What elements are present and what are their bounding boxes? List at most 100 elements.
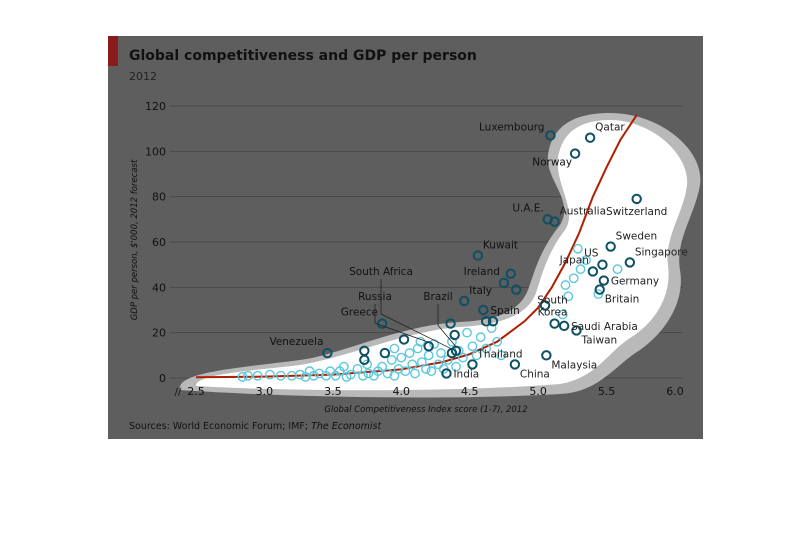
data-point <box>421 364 431 374</box>
data-point <box>581 255 591 266</box>
data-point <box>382 368 393 379</box>
region-white <box>195 120 688 391</box>
data-point <box>304 366 315 377</box>
label-norway: Norway <box>532 157 572 169</box>
label-thailand: Thailand <box>476 348 522 360</box>
point-spain <box>478 304 489 316</box>
data-point <box>415 336 426 347</box>
point-sweden <box>605 241 616 252</box>
point-venezuela <box>322 347 333 359</box>
data-point <box>568 273 579 284</box>
data-point <box>481 343 492 354</box>
y-axis-title: GDP per person, $'000, 2012 forecast <box>130 159 140 320</box>
source-publication: The Economist <box>311 421 382 432</box>
data-point <box>557 309 568 320</box>
data-point <box>243 370 253 381</box>
data-point <box>295 369 305 380</box>
point-us <box>597 259 608 270</box>
point-china <box>509 359 521 370</box>
highlighted-point <box>480 316 492 327</box>
data-point <box>314 368 325 379</box>
label-italy: Italy <box>469 285 492 297</box>
highlighted-point <box>359 354 370 366</box>
data-point <box>563 291 574 302</box>
data-point <box>404 348 415 358</box>
point-switzerland <box>631 193 642 205</box>
source-note: Sources: World Economic Forum; IMF; The … <box>129 421 381 432</box>
data-point <box>496 350 507 361</box>
source-prefix: Sources: World Economic Forum; IMF; <box>129 421 312 432</box>
highlighted-point <box>398 334 410 345</box>
label-south-africa: South Africa <box>349 266 413 278</box>
x-tick-label: 3.5 <box>324 385 342 398</box>
y-tick-label: 60 <box>152 236 166 249</box>
label-germany: Germany <box>611 276 659 288</box>
y-tick-label: 20 <box>152 327 166 340</box>
point-greece <box>376 318 388 329</box>
axes: 0 20 40 60 80 100 120 2.5 3.0 3.5 4.0 4.5 5.0 5.5 6.0 ∕… <box>130 100 684 415</box>
point-taiwan <box>571 325 582 336</box>
data-point <box>407 359 418 370</box>
label-india: India <box>453 368 479 380</box>
label-saudi-arabia: Saudi Arabia <box>571 321 638 333</box>
data-point <box>275 370 286 381</box>
highlighted-point <box>379 347 391 359</box>
label-greece: Greece <box>341 307 378 319</box>
label-qatar: Qatar <box>595 122 625 134</box>
data-point <box>429 339 440 349</box>
data-point <box>410 368 420 379</box>
data-point <box>389 343 400 354</box>
data-point <box>467 341 478 352</box>
data-point <box>426 366 437 377</box>
leader-russia <box>374 304 429 343</box>
data-point <box>237 371 248 382</box>
label-australia: Australia <box>560 206 606 218</box>
point-italy <box>459 295 470 307</box>
label-russia: Russia <box>358 291 392 303</box>
x-tick-label: 4.5 <box>461 385 479 398</box>
leader-south-africa <box>380 279 453 350</box>
data-points <box>237 130 642 382</box>
data-point <box>252 370 263 381</box>
y-tick-label: 120 <box>145 100 166 113</box>
x-axis-title: Global Competitiveness Index score (1-7)… <box>324 405 527 415</box>
point-saudi-arabia <box>558 320 570 332</box>
data-point <box>475 332 486 343</box>
data-point <box>486 323 497 334</box>
data-point <box>572 243 583 254</box>
label-u-a-e-: U.A.E. <box>512 202 543 214</box>
x-tick-label: 2.5 <box>187 385 205 398</box>
point-japan <box>587 266 599 277</box>
highlighted-point <box>487 316 499 327</box>
label-japan: Japan <box>559 254 589 266</box>
point-malaysia <box>541 350 552 361</box>
data-point <box>560 280 571 290</box>
x-tick-label: 5.0 <box>529 385 547 398</box>
label-britain: Britain <box>605 294 640 306</box>
label-ireland: Ireland <box>464 266 500 278</box>
label-us: US <box>584 248 599 260</box>
label-brazil: Brazil <box>423 291 452 303</box>
point-luxembourg <box>545 130 556 141</box>
highlight-regions <box>179 113 701 398</box>
data-point <box>325 366 336 377</box>
chart-subtitle: 2012 <box>129 70 157 83</box>
y-tick-label: 0 <box>159 372 166 385</box>
label-spain: Spain <box>490 305 519 317</box>
data-point <box>400 366 411 377</box>
data-point <box>352 364 363 374</box>
point-india <box>441 368 452 379</box>
label-taiwan: Taiwan <box>580 334 617 346</box>
axis-break-mark: ∕∕ <box>175 387 182 398</box>
accent-bar <box>108 36 118 66</box>
label-switzerland: Switzerland <box>606 206 667 218</box>
data-point <box>265 369 275 380</box>
point-qatar <box>584 132 596 143</box>
label-luxembourg: Luxembourg <box>479 121 544 133</box>
data-point <box>451 361 461 372</box>
label-kuwait: Kuwait <box>483 240 518 252</box>
point-thailand <box>467 359 478 370</box>
data-point <box>345 369 356 380</box>
data-point <box>396 352 407 363</box>
label-china: China <box>520 368 550 380</box>
